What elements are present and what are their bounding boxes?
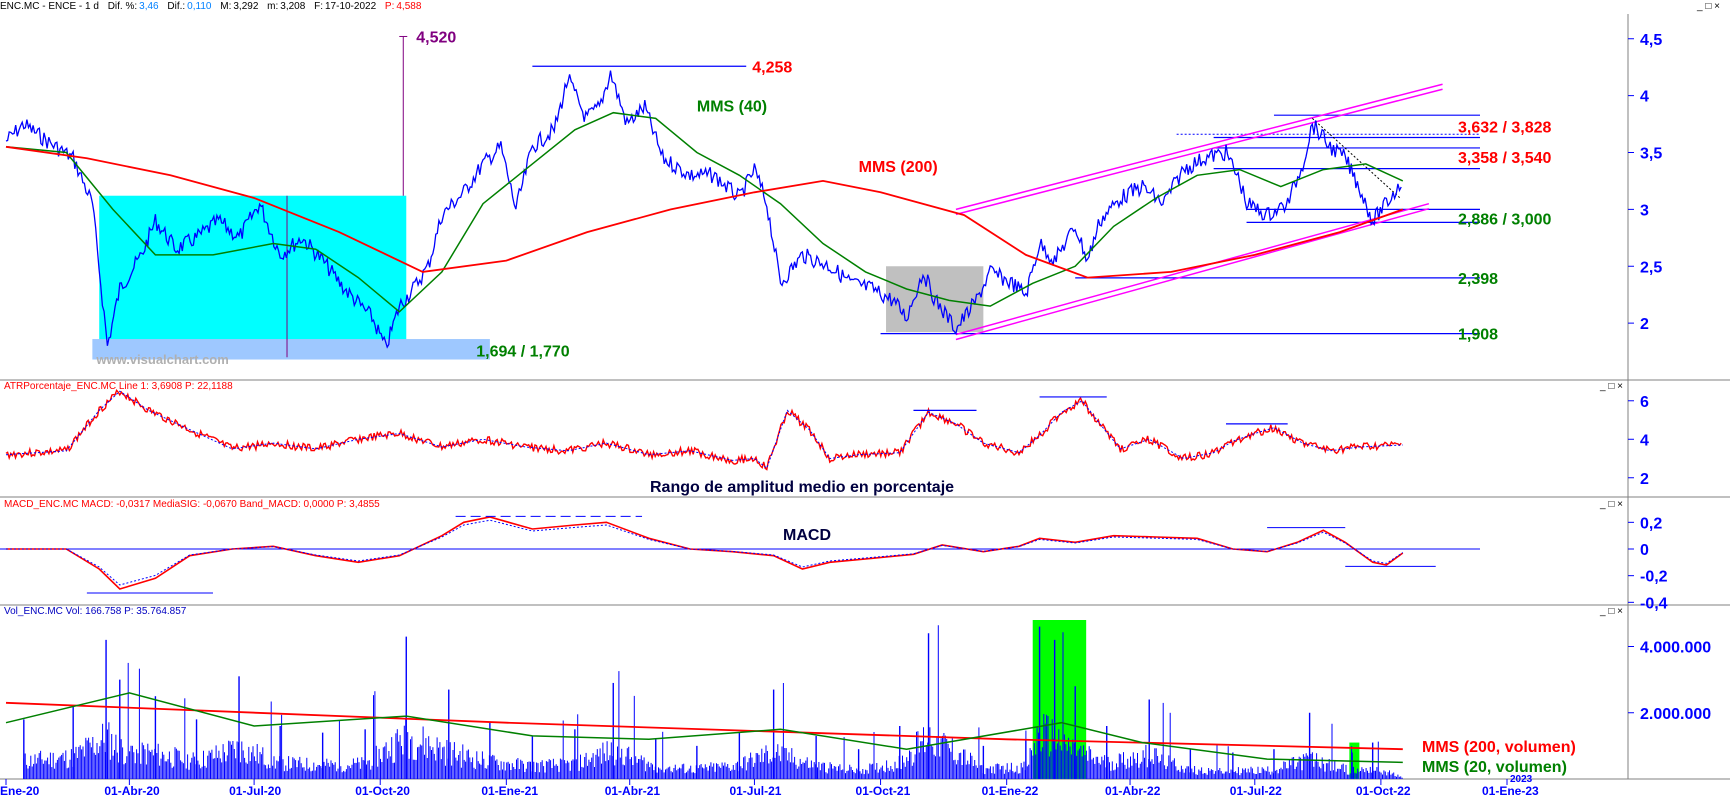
xtick-label: 01-Oct-20 — [355, 784, 410, 798]
macd-ytick-label: 0,2 — [1640, 515, 1662, 532]
xtick-label: Ene-20 — [0, 784, 40, 798]
header-price: 4,588 — [396, 1, 422, 12]
price-ytick-label: 4 — [1640, 89, 1649, 106]
channel-line-1a — [955, 202, 1430, 336]
label-mms200: MMS (200) — [859, 159, 938, 176]
atr-ytick-label: 2 — [1640, 471, 1649, 488]
channel-line-0b — [955, 88, 1443, 216]
atr-ytick-label: 4 — [1640, 432, 1649, 449]
macd-caption: MACD — [783, 527, 831, 544]
header-max-label: M: — [220, 1, 232, 12]
header-date: 17-10-2022 — [324, 1, 377, 12]
volume-ytick-label: 2.000.000 — [1640, 706, 1711, 723]
xtick-label: 01-Jul-20 — [229, 784, 281, 798]
label-mms40: MMS (40) — [697, 99, 767, 116]
header-dif-pct: 3,46 — [139, 1, 159, 12]
volume-mms20-label: MMS (20, volumen) — [1422, 759, 1567, 776]
header-price-label: P: — [384, 1, 395, 12]
price-ytick-label: 4,5 — [1640, 32, 1662, 49]
label-support-2: 2,398 — [1458, 271, 1498, 288]
volume-title: Vol_ENC.MC Vol: 166.758 P: 35.764.857 — [4, 606, 187, 617]
xtick-label: 01-Ene-22 — [982, 784, 1039, 798]
mms40-line — [5, 111, 1404, 313]
xtick-label: 01-Abr-20 — [104, 784, 160, 798]
macd-ytick-label: -0,2 — [1640, 569, 1668, 586]
price-ytick-label: 2 — [1640, 316, 1649, 333]
xtick-label: 01-Abr-21 — [605, 784, 661, 798]
channel-line-1b — [955, 207, 1430, 341]
atr-caption: Rango de amplitud medio en porcentaje — [650, 479, 954, 496]
header-dif-pct-label: Dif. %: — [107, 1, 138, 12]
xtick-label: 01-Oct-21 — [856, 784, 911, 798]
xtick-label: 01-Ene-23 — [1482, 784, 1539, 798]
label-max-2021: 4,258 — [752, 59, 792, 76]
xtick-label: 01-Abr-22 — [1105, 784, 1161, 798]
label-support-1: 2,886 / 3,000 — [1458, 211, 1552, 228]
price-ytick-label: 3 — [1640, 202, 1649, 219]
xtick-year-label: 2023 — [1510, 774, 1533, 785]
xtick-label: 01-Jul-21 — [729, 784, 781, 798]
range-box-2020 — [99, 195, 407, 349]
label-resistance-2: 3,358 / 3,540 — [1458, 150, 1552, 167]
price-ytick-label: 3,5 — [1640, 146, 1662, 163]
channel-line-0a — [955, 83, 1443, 211]
label-low-2020: 1,694 / 1,770 — [476, 343, 570, 360]
atr-ytick-label: 6 — [1640, 394, 1649, 411]
xtick-label: 01-Ene-21 — [481, 784, 538, 798]
volume-window-controls: _ □ × — [1599, 606, 1623, 617]
macd-ytick-label: 0 — [1640, 542, 1649, 559]
header-max: 3,292 — [233, 1, 259, 12]
label-max-2020: 4,520 — [416, 29, 456, 46]
header-dif: 0,110 — [187, 1, 212, 12]
watermark-text: www.visualchart.com — [95, 352, 228, 367]
mms200-line — [5, 145, 1404, 279]
low-zone-box — [92, 339, 490, 360]
volume-highlight-box — [1032, 620, 1087, 779]
xtick-label: 01-Jul-22 — [1230, 784, 1282, 798]
header-date-label: F: — [314, 1, 323, 12]
atr-title: ATRPorcentaje_ENC.MC Line 1: 3,6908 P: 2… — [4, 381, 233, 392]
macd-title: MACD_ENC.MC MACD: -0,0317 MediaSIG: -0,0… — [4, 499, 380, 510]
xtick-label: 01-Oct-22 — [1356, 784, 1411, 798]
header-min: 3,208 — [280, 1, 306, 12]
macd-ytick-label: -0,4 — [1640, 595, 1668, 612]
chart-background — [0, 14, 1730, 799]
price-ytick-label: 2,5 — [1640, 259, 1662, 276]
volume-mms20-line — [5, 692, 1403, 764]
atr-window-controls: _ □ × — [1599, 381, 1623, 392]
window-controls[interactable]: _ □ × — [1697, 1, 1720, 12]
header-min-label: m: — [267, 1, 279, 12]
price-series-line — [5, 70, 1402, 349]
chart-header: ENC.MC - ENCE - 1 d Dif. %: 3,46 Dif.: 0,1… — [0, 0, 1730, 14]
atr-signal-line — [5, 390, 1403, 469]
label-support-3: 1,908 — [1458, 327, 1498, 344]
macd-signal-line — [6, 519, 1404, 586]
volume-ytick-label: 4.000.000 — [1640, 640, 1711, 657]
macd-window-controls: _ □ × — [1599, 499, 1623, 510]
label-resistance-1: 3,632 / 3,828 — [1458, 119, 1552, 136]
atr-line — [5, 388, 1402, 471]
volume-mms200-label: MMS (200, volumen) — [1422, 739, 1576, 756]
header-dif-label: Dif.: — [167, 1, 186, 12]
header-symbol: ENC.MC - ENCE - 1 d — [0, 1, 99, 12]
